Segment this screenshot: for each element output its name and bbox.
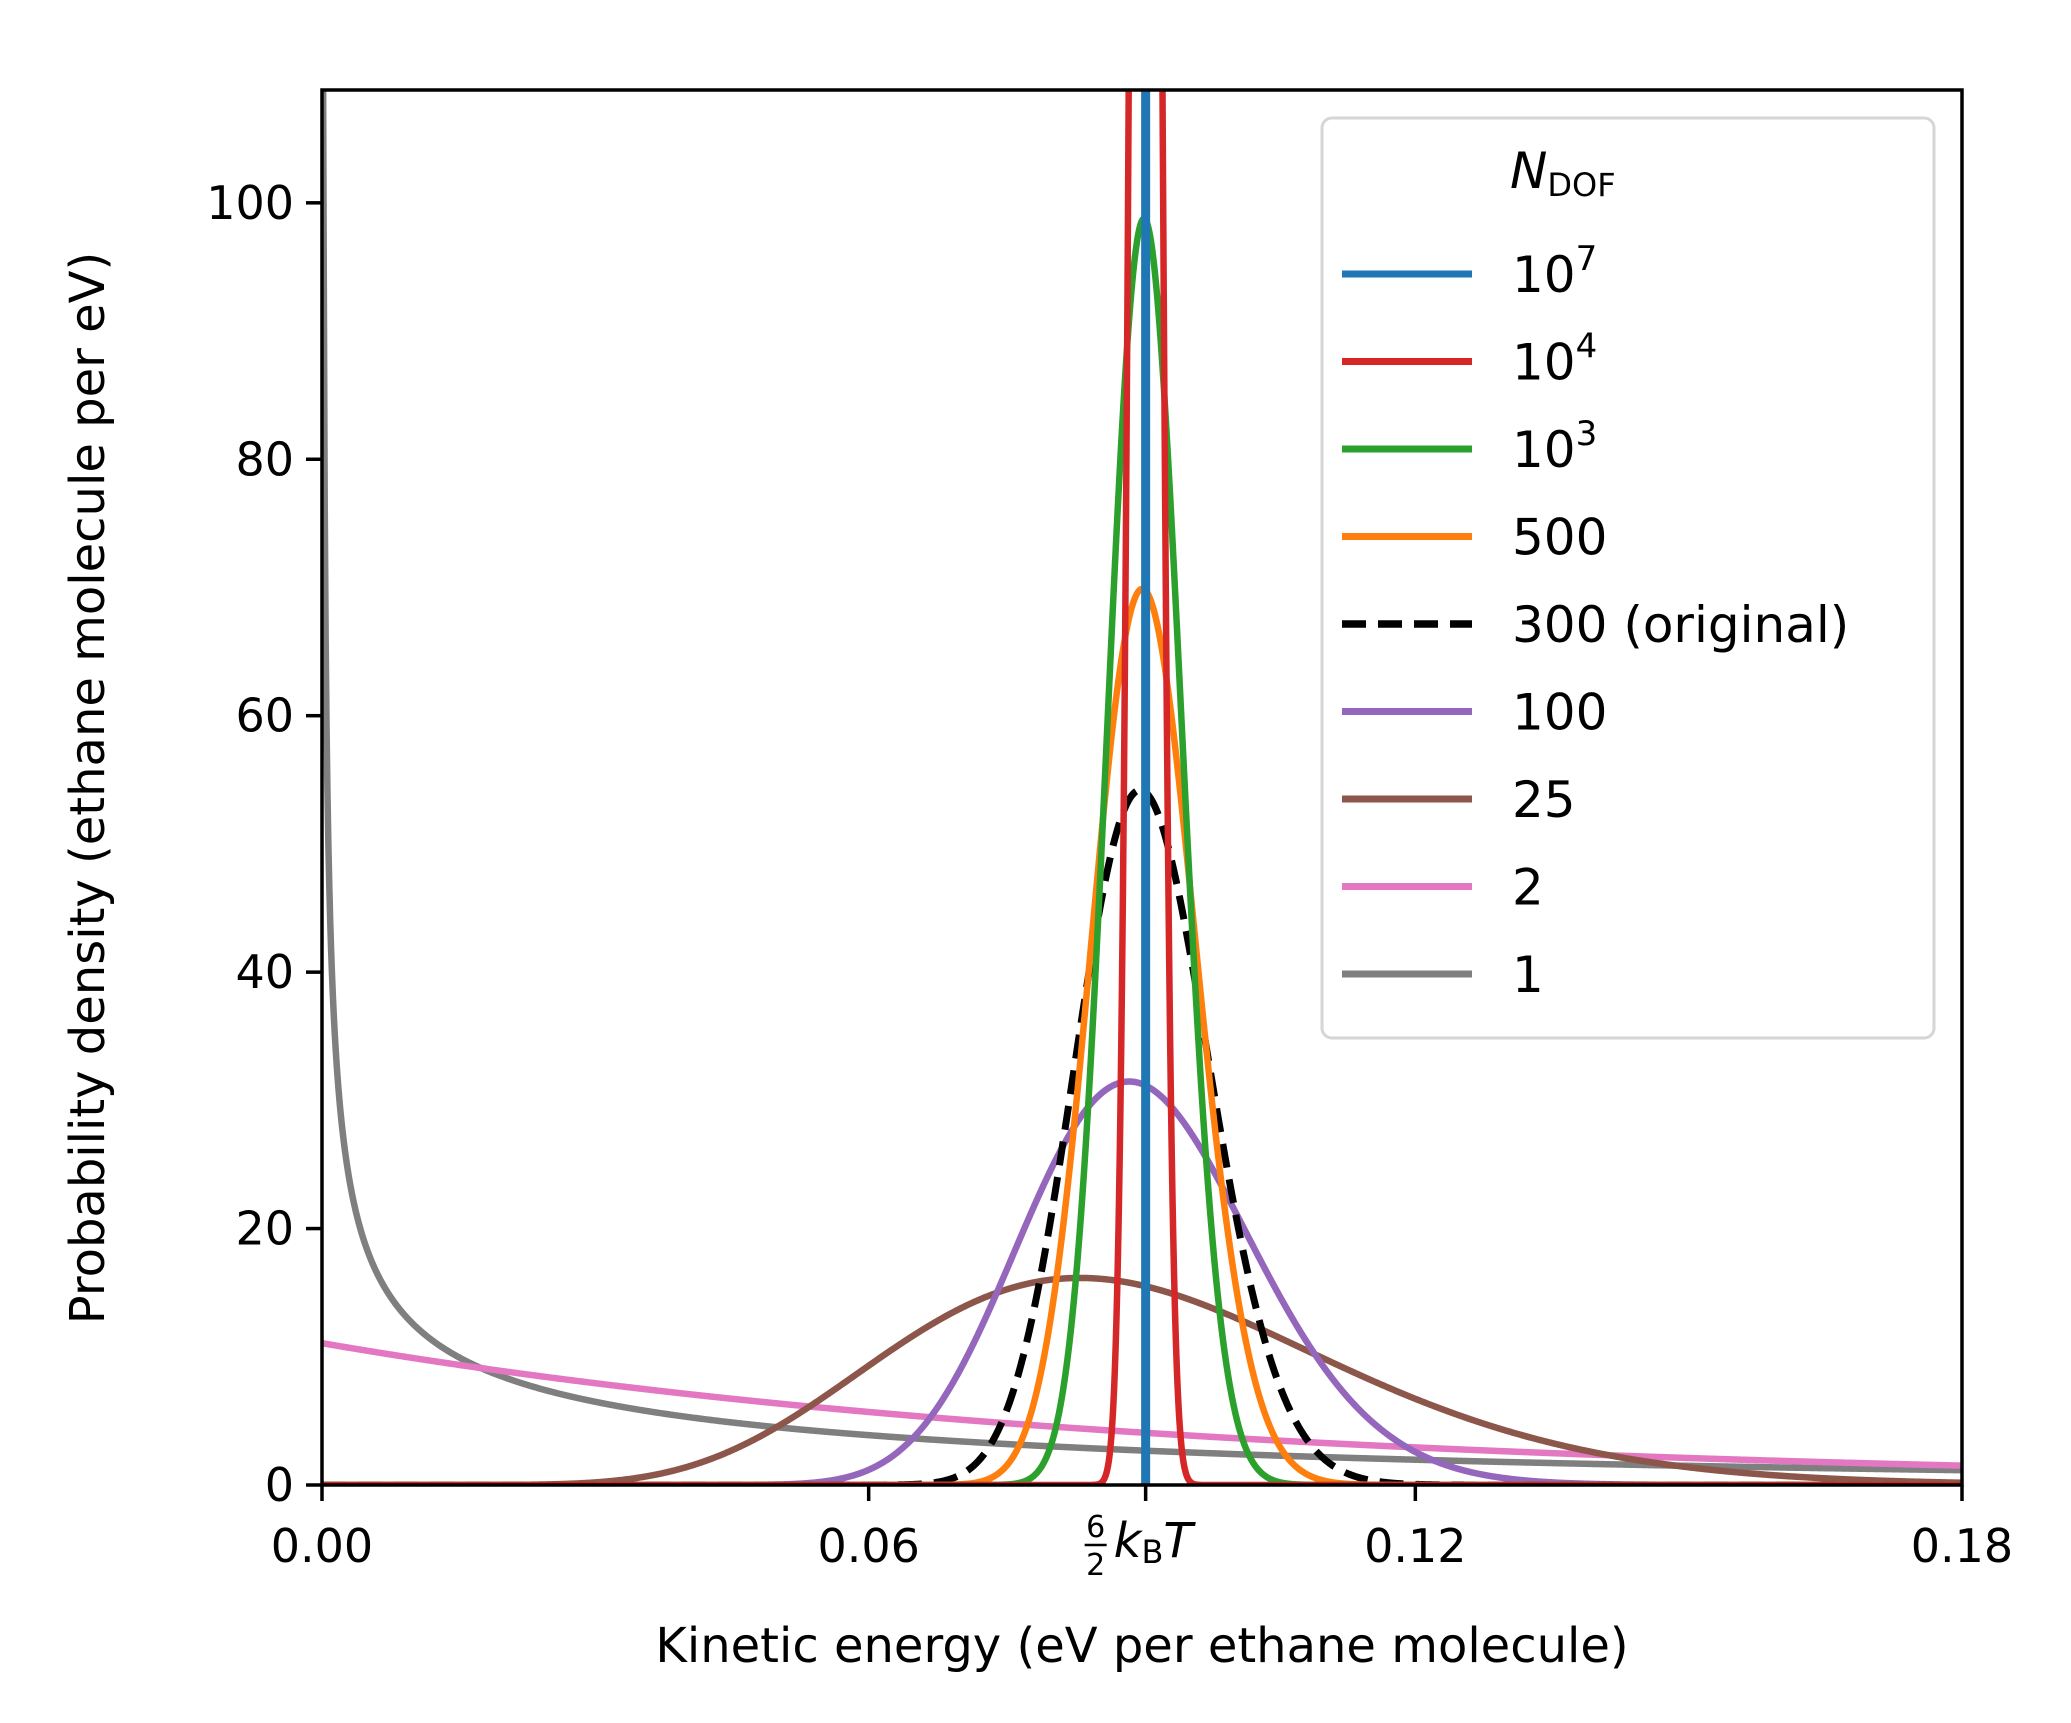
legend-entry-label: 2 bbox=[1512, 859, 1544, 917]
legend-entry-label: 100 bbox=[1512, 684, 1607, 742]
legend-entry-label: 103 bbox=[1512, 414, 1597, 479]
kbt-symbol: kBT bbox=[1114, 1513, 1197, 1571]
x-tick-label: 0.18 bbox=[1911, 1519, 2013, 1573]
y-axis-ticks: 0 20 40 60 80 100 bbox=[206, 176, 322, 1512]
x-tick-label: 0.06 bbox=[817, 1519, 919, 1573]
legend-entry-label: 500 bbox=[1512, 509, 1607, 567]
kbt-fraction-numerator: 6 bbox=[1086, 1510, 1105, 1545]
y-axis-label: Probability density (ethane molecule per… bbox=[60, 252, 116, 1324]
y-tick-label: 100 bbox=[206, 176, 294, 230]
y-tick-label: 80 bbox=[235, 432, 294, 486]
legend-entry-label: 1 bbox=[1512, 946, 1544, 1004]
kbt-fraction-denominator: 2 bbox=[1086, 1548, 1105, 1583]
legend-entry-label: 104 bbox=[1512, 327, 1597, 392]
y-tick-label: 60 bbox=[235, 689, 294, 743]
series-line-107 bbox=[1141, 90, 1151, 1485]
x-tick-label: 0.00 bbox=[271, 1519, 373, 1573]
plot-frame bbox=[320, 88, 1964, 1487]
y-tick-label: 20 bbox=[235, 1202, 294, 1256]
legend-title: NDOF bbox=[1510, 142, 1616, 204]
x-axis-ticks: 0.00 0.06 0.12 0.18 62 kBT bbox=[271, 1485, 2013, 1583]
legend-entry-label: 107 bbox=[1512, 239, 1597, 304]
x-tick-label: 0.12 bbox=[1364, 1519, 1466, 1573]
legend-entry-label: 25 bbox=[1512, 771, 1576, 829]
x-axis-label: Kinetic energy (eV per ethane molecule) bbox=[655, 1618, 1628, 1674]
y-tick-label: 0 bbox=[265, 1458, 294, 1512]
legend: NDOF 107 104 103 500 300 (original) 100 25 2 1 bbox=[1320, 116, 1936, 1040]
legend-entry-label: 300 (original) bbox=[1512, 596, 1849, 654]
x-tick-label-kbt: 62 kBT bbox=[1084, 1510, 1197, 1583]
legend-box bbox=[1320, 116, 1936, 1040]
y-tick-label: 40 bbox=[235, 945, 294, 999]
